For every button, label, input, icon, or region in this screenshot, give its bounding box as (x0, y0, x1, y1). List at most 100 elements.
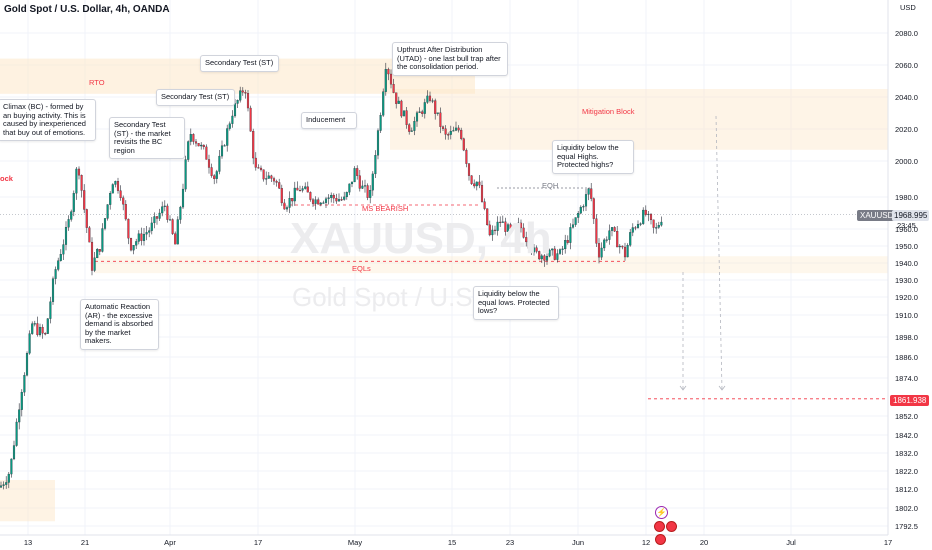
time-axis[interactable]: 13 21 Apr 17 May 15 23 Jun 12 20 Jul 17 (0, 534, 892, 547)
candle-body (421, 111, 424, 114)
candle-body (272, 178, 276, 182)
time-tick-label: 12 (642, 538, 650, 547)
candle-body (168, 219, 172, 221)
candle-body (246, 93, 250, 109)
candle-body (31, 323, 34, 334)
annotation-buying-climax[interactable]: Climax (BC) - formed by an buying activi… (0, 99, 96, 142)
candle-body (41, 326, 44, 334)
annotation-secondary-test-3[interactable]: Secondary Test (ST) (200, 55, 279, 72)
candle-body (132, 245, 135, 251)
candle-body (101, 228, 104, 252)
annotation-secondary-test-2[interactable]: Secondary Test (ST) (156, 89, 235, 106)
candle-body (200, 144, 203, 147)
candle-body (345, 192, 348, 198)
events-icon[interactable] (654, 521, 686, 545)
candle-body (402, 110, 406, 117)
candle-body (155, 216, 159, 219)
candle-body (148, 230, 151, 233)
candle-body (259, 167, 263, 170)
candle-body (335, 198, 338, 202)
candle-body (192, 134, 195, 142)
candle-body (62, 244, 65, 255)
candle-body (314, 199, 317, 204)
candle-body (85, 209, 88, 228)
candle-body (634, 227, 637, 229)
projection-arrowhead (679, 385, 687, 391)
candle-body (571, 224, 575, 228)
candle-body (569, 227, 572, 243)
candle-body (387, 69, 390, 75)
annotation-liquidity-highs[interactable]: Liquidity below the equal Highs. Protect… (552, 140, 634, 174)
candle-body (306, 186, 309, 193)
annotation-automatic-reaction[interactable]: Automatic Reaction (AR) - the excessive … (80, 299, 159, 350)
candle-body (0, 485, 3, 488)
candle-body (431, 100, 434, 102)
price-tick-label: 2020.0 (895, 125, 918, 134)
candle-body (298, 190, 302, 192)
candle-body (449, 130, 452, 135)
candle-body (452, 130, 455, 132)
candle-body (166, 205, 169, 220)
price-tick-label: 1886.0 (895, 353, 918, 362)
candle-body (343, 196, 346, 200)
candle-body (470, 175, 473, 184)
candle-body (158, 212, 161, 219)
candle-body (408, 124, 411, 132)
candle-body (28, 333, 31, 354)
candle-body (327, 197, 330, 199)
candle-body (262, 169, 265, 180)
candle-body (493, 229, 497, 231)
candle-body (12, 445, 16, 460)
countdown-tag: 23:45 (897, 221, 916, 230)
candle-body (291, 198, 294, 202)
candle-body (51, 278, 55, 302)
candle-body (57, 260, 60, 270)
candle-body (413, 121, 416, 131)
candle-body (475, 181, 478, 187)
zone-3 (0, 480, 55, 522)
candle-body (501, 221, 504, 223)
candle-body (111, 184, 114, 194)
annotation-liquidity-lows[interactable]: Liquidity below the equal lows. Protecte… (473, 286, 559, 320)
candle-body (584, 194, 588, 207)
candle-body (194, 141, 198, 144)
annotation-inducement[interactable]: Inducement (301, 112, 357, 129)
candle-body (522, 227, 525, 238)
label-order-block: ock (0, 174, 13, 183)
candle-body (36, 323, 39, 336)
zone-2 (95, 256, 888, 274)
candle-body (483, 201, 486, 209)
candle-body (67, 219, 70, 228)
candle-body (332, 194, 335, 199)
price-axis[interactable]: USD 2080.0 2060.0 2040.0 2020.0 2000.0 1980.0 1… (887, 0, 932, 550)
zones (0, 58, 888, 522)
price-tick-label: 1802.0 (895, 504, 918, 513)
lightning-icon[interactable]: ⚡ (655, 506, 668, 519)
candle-body (150, 222, 153, 231)
candle-body (93, 257, 96, 271)
candle-body (460, 129, 463, 139)
candle-body (538, 251, 541, 260)
annotation-secondary-test-1[interactable]: Secondary Test (ST) - the market revisit… (109, 117, 185, 160)
chart-title: Gold Spot / U.S. Dollar, 4h, OANDA (4, 4, 170, 15)
candle-body (608, 230, 611, 240)
candle-body (371, 173, 374, 191)
annotation-utad[interactable]: Upthrust After Distribution (UTAD) - one… (392, 42, 508, 76)
candle-body (436, 112, 439, 114)
candle-body (525, 237, 528, 243)
candle-body (382, 91, 385, 116)
candle-body (447, 134, 450, 136)
candle-body (176, 219, 179, 245)
candle-body (467, 163, 471, 176)
candle-body (642, 209, 645, 224)
candle-body (488, 224, 491, 236)
candle-body (267, 175, 270, 179)
last-price-tag: 1968.995 (892, 210, 930, 221)
candle-body (621, 245, 624, 248)
label-eqh: EQH (542, 181, 559, 190)
candle-body (340, 199, 343, 201)
candle-body (350, 181, 354, 185)
candle-body (439, 112, 442, 127)
candle-body (397, 100, 400, 104)
